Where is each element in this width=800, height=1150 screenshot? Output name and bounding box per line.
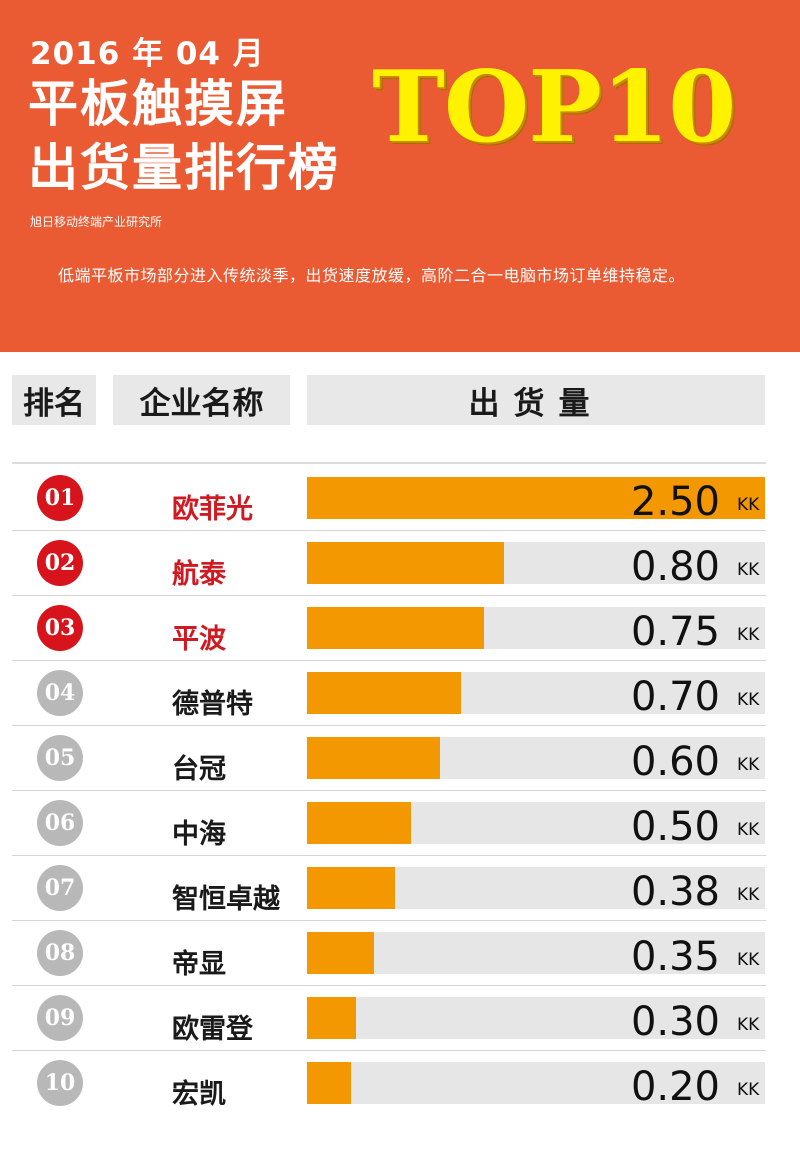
bar-track <box>307 1062 765 1104</box>
unit-label: KK <box>737 495 760 515</box>
row-divider <box>12 1050 766 1051</box>
bar-track <box>307 542 765 584</box>
column-header-shipment: 出货量 <box>307 375 765 425</box>
bar-track <box>307 867 765 909</box>
bar-track <box>307 737 765 779</box>
unit-label: KK <box>737 625 760 645</box>
bar-mark <box>307 867 396 909</box>
row-divider <box>12 855 766 856</box>
company-name: 中海 <box>172 819 226 850</box>
company-name: 台冠 <box>172 754 226 785</box>
company-name: 航泰 <box>172 559 226 590</box>
unit-label: KK <box>737 560 760 580</box>
rank-badge: 05 <box>37 735 83 781</box>
bar-mark <box>307 802 411 844</box>
bar-track <box>307 932 765 974</box>
rank-badge: 06 <box>37 800 83 846</box>
row-divider <box>12 920 766 921</box>
title-line-1: 平板触摸屏 <box>28 75 288 133</box>
bar-track <box>307 672 765 714</box>
ranking-row: 10 宏凯 0.20 KK <box>0 1050 800 1115</box>
bar-track <box>307 802 765 844</box>
unit-label: KK <box>737 1015 760 1035</box>
company-name: 平波 <box>172 624 226 655</box>
company-name: 德普特 <box>172 689 253 720</box>
bar-mark <box>307 542 504 584</box>
rank-badge: 10 <box>37 1060 83 1106</box>
subtitle: 低端平板市场部分进入传统淡季，出货速度放缓，高阶二合一电脑市场订单维持稳定。 <box>58 266 686 285</box>
header-banner: 2016 年 04 月 平板触摸屏 出货量排行榜 TOP10 旭日移动终端产业研… <box>0 0 800 352</box>
ranking-row: 05 台冠 0.60 KK <box>0 725 800 790</box>
bar-mark <box>307 607 485 649</box>
company-name: 帝显 <box>172 949 226 980</box>
bar-mark <box>307 1062 351 1104</box>
value-label: 0.38 <box>630 869 720 915</box>
unit-label: KK <box>737 690 760 710</box>
bar-mark <box>307 997 356 1039</box>
company-name: 欧雷登 <box>172 1014 253 1045</box>
bar-mark <box>307 477 765 519</box>
value-label: 0.30 <box>630 999 720 1045</box>
ranking-row: 06 中海 0.50 KK <box>0 790 800 855</box>
value-label: 0.35 <box>630 934 720 980</box>
ranking-row: 09 欧雷登 0.30 KK <box>0 985 800 1050</box>
report-date: 2016 年 04 月 <box>30 36 265 72</box>
rank-badge: 08 <box>37 930 83 976</box>
table-top-divider <box>12 462 766 464</box>
ranking-row: 07 智恒卓越 0.38 KK <box>0 855 800 920</box>
row-divider <box>12 595 766 596</box>
rank-badge: 09 <box>37 995 83 1041</box>
bar-track <box>307 607 765 649</box>
ranking-row: 02 航泰 0.80 KK <box>0 530 800 595</box>
value-label: 0.70 <box>630 674 720 720</box>
value-label: 0.20 <box>630 1064 720 1110</box>
column-header-company: 企业名称 <box>113 375 290 425</box>
unit-label: KK <box>737 885 760 905</box>
value-label: 0.50 <box>630 804 720 850</box>
rank-badge: 03 <box>37 605 83 651</box>
company-name: 欧菲光 <box>172 494 253 525</box>
ranking-row: 04 德普特 0.70 KK <box>0 660 800 725</box>
title-line-2: 出货量排行榜 <box>28 139 340 197</box>
rank-badge: 07 <box>37 865 83 911</box>
value-label: 0.75 <box>630 609 720 655</box>
company-name: 宏凯 <box>172 1079 226 1110</box>
unit-label: KK <box>737 755 760 775</box>
value-label: 2.50 <box>630 479 720 525</box>
column-header-rank: 排名 <box>12 375 96 425</box>
row-divider <box>12 985 766 986</box>
row-divider <box>12 725 766 726</box>
row-divider <box>12 790 766 791</box>
rank-badge: 02 <box>37 540 83 586</box>
bar-track <box>307 477 765 519</box>
ranking-row: 03 平波 0.75 KK <box>0 595 800 660</box>
row-divider <box>12 660 766 661</box>
top10-badge: TOP10 <box>372 50 736 165</box>
unit-label: KK <box>737 820 760 840</box>
source-label: 旭日移动终端产业研究所 <box>30 215 163 229</box>
value-label: 0.80 <box>630 544 720 590</box>
bar-track <box>307 997 765 1039</box>
value-label: 0.60 <box>630 739 720 785</box>
bar-mark <box>307 932 374 974</box>
rank-badge: 01 <box>37 475 83 521</box>
bar-mark <box>307 737 440 779</box>
company-name: 智恒卓越 <box>172 884 280 915</box>
unit-label: KK <box>737 1080 760 1100</box>
unit-label: KK <box>737 950 760 970</box>
rank-badge: 04 <box>37 670 83 716</box>
row-divider <box>12 530 766 531</box>
bar-mark <box>307 672 462 714</box>
ranking-row: 08 帝显 0.35 KK <box>0 920 800 985</box>
ranking-row: 01 欧菲光 2.50 KK <box>0 465 800 530</box>
